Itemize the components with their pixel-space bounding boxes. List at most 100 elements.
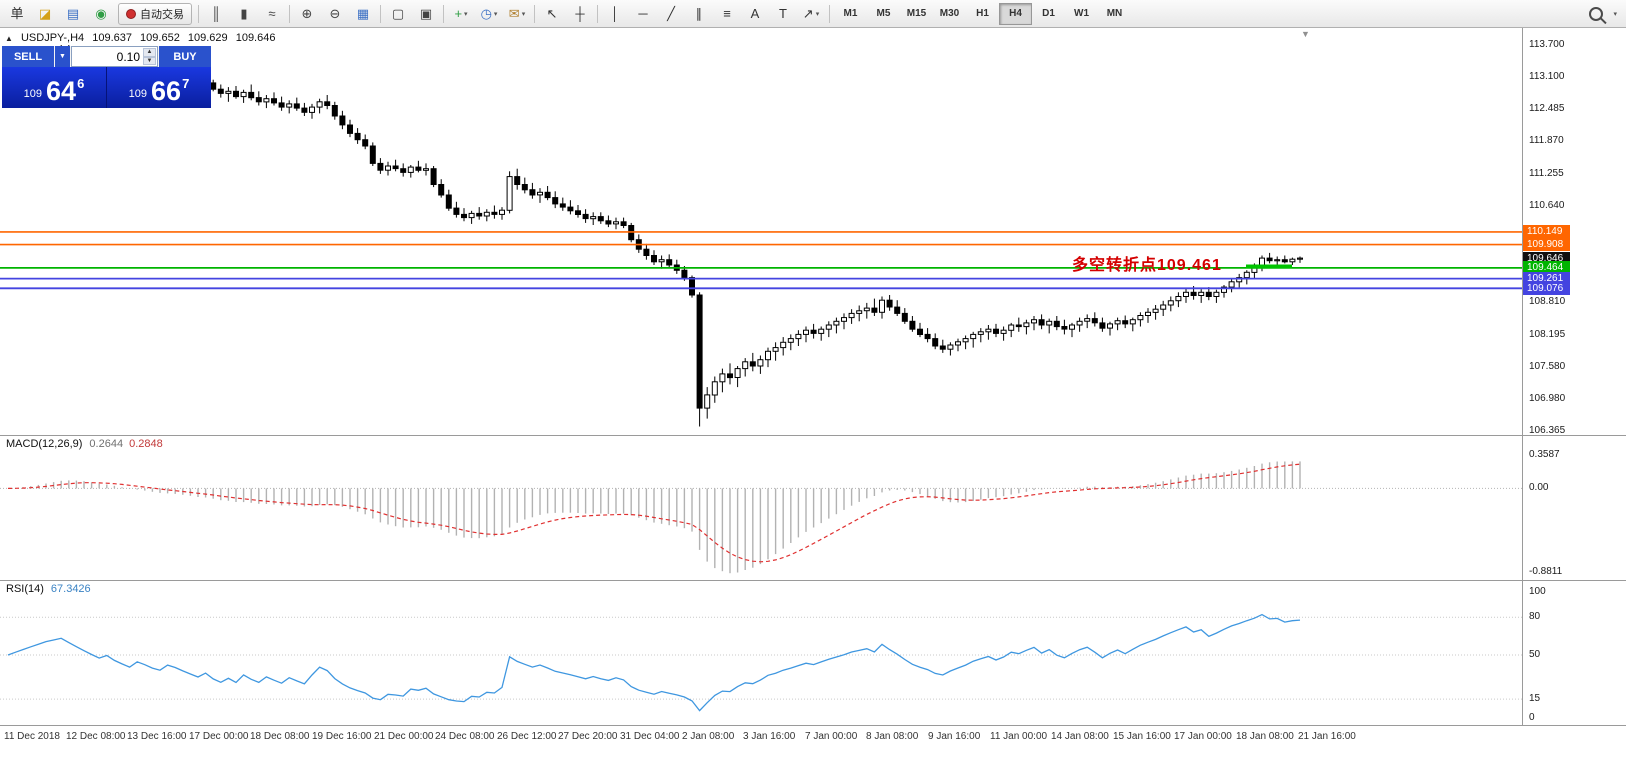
grid-icon[interactable]: ▦	[349, 2, 377, 26]
tile-windows-icon[interactable]: ▢	[384, 2, 412, 26]
cursor-icon[interactable]: ↖	[538, 2, 566, 26]
price-level-badge: 109.076	[1523, 282, 1570, 295]
open-value: 109.637	[92, 32, 132, 44]
label-icon[interactable]: T	[769, 2, 797, 26]
trade-options-dropdown-icon[interactable]: ▼	[55, 46, 70, 67]
sell-price-pip: 6	[77, 76, 85, 91]
price-axis-label: 106.980	[1529, 393, 1566, 404]
buy-button[interactable]: BUY	[159, 46, 211, 67]
timeframe-m30[interactable]: M30	[939, 8, 960, 19]
rsi-label: RSI(14) 67.3426	[6, 583, 91, 595]
horizontal-line-icon[interactable]: ─	[629, 2, 657, 26]
timeframe-h1[interactable]: H1	[976, 8, 989, 19]
rsi-axis-label: 100	[1529, 586, 1546, 597]
macd-panel-canvas[interactable]	[0, 435, 1522, 580]
time-axis-label: 24 Dec 08:00	[435, 731, 495, 742]
timeframe-m15[interactable]: M15	[906, 8, 927, 19]
zoom-in-icon: ⊕	[301, 6, 313, 21]
timeframe-m1[interactable]: M1	[843, 8, 858, 19]
lot-stepper: ▲ ▼	[143, 48, 156, 65]
auto-trading-button[interactable]: 自动交易	[118, 2, 192, 25]
price-axis-label: 113.700	[1529, 39, 1565, 50]
toolbar-group-right: ▾	[1589, 6, 1623, 21]
periods-icon[interactable]: ◷ ▾	[475, 2, 503, 26]
line-chart-icon[interactable]: ≈	[258, 2, 286, 26]
time-axis-label: 8 Jan 08:00	[866, 731, 919, 742]
new-order-icon[interactable]: 单	[3, 2, 31, 26]
buy-price-big: 66	[151, 76, 182, 106]
lot-increase-button[interactable]: ▲	[143, 48, 156, 57]
lot-size-input[interactable]	[72, 48, 157, 65]
trendline-icon: ╱	[667, 6, 675, 21]
search-icon[interactable]	[1589, 6, 1604, 21]
time-axis-label: 2 Jan 08:00	[682, 731, 735, 742]
cascade-windows-icon[interactable]: ▣	[412, 2, 440, 26]
dropdown-arrow-icon[interactable]: ▾	[815, 10, 820, 18]
zoom-in-icon[interactable]: ⊕	[293, 2, 321, 26]
rsi-axis-label: 50	[1529, 649, 1541, 660]
bars-chart-icon[interactable]: ║	[202, 2, 230, 26]
toolbar-groups-main: ║ ▮ ≈ ⊕ ⊖ ▦ ▢ ▣ + ▾ ◷ ▾ ✉ ▾ ↖ ┼ │ ─ ╱ ∥ ≡ A T ↗ ▾	[195, 2, 825, 26]
candles-chart-icon[interactable]: ▮	[230, 2, 258, 26]
symbol-period-label: USDJPY-,H4	[20, 32, 85, 44]
periods-icon: ◷	[480, 6, 492, 21]
time-axis-label: 19 Dec 16:00	[312, 731, 372, 742]
navigator-icon[interactable]: ◉	[87, 2, 115, 26]
toolbar-group-left: 单 ◪ ▤ ◉	[3, 2, 115, 26]
price-level-badge: 109.464	[1523, 261, 1570, 274]
dropdown-arrow-icon[interactable]: ▾	[464, 10, 468, 18]
zoom-out-icon[interactable]: ⊖	[321, 2, 349, 26]
candles-chart-icon: ▮	[240, 6, 248, 21]
shapes-icon[interactable]: ↗ ▾	[797, 2, 825, 26]
time-axis-label: 15 Jan 16:00	[1113, 731, 1171, 742]
turning-point-annotation[interactable]: 多空转折点109.461	[1072, 257, 1222, 274]
buy-quote-button[interactable]: 109 66 7	[107, 67, 211, 108]
close-value: 109.646	[235, 32, 276, 44]
channel-icon[interactable]: ∥	[685, 2, 713, 26]
timeframe-group: M1 M5 M15 M30 H1 H4 D1 W1 MN	[834, 2, 1131, 25]
toolbar-divider	[443, 4, 444, 23]
price-level-badge: 110.149	[1523, 225, 1570, 238]
vertical-line-icon[interactable]: │	[601, 2, 629, 26]
toolbar-overflow-icon[interactable]: ▾	[1613, 10, 1617, 18]
dropdown-arrow-icon[interactable]: ▾	[493, 10, 498, 18]
price-axis-label: 108.195	[1529, 329, 1566, 340]
fibonacci-icon[interactable]: ≡	[713, 2, 741, 26]
panel-separator[interactable]	[0, 725, 1626, 726]
time-axis-label: 3 Jan 16:00	[743, 731, 796, 742]
lot-decrease-button[interactable]: ▼	[143, 56, 156, 65]
crosshair-icon[interactable]: ┼	[566, 2, 594, 26]
timeframe-w1[interactable]: W1	[1074, 8, 1089, 19]
horizontal-line-icon: ─	[638, 6, 648, 21]
channel-icon: ∥	[695, 6, 703, 21]
indicators-icon: +	[454, 6, 463, 21]
indicators-icon[interactable]: + ▾	[447, 2, 475, 26]
sell-button[interactable]: SELL	[2, 46, 54, 67]
low-value: 109.629	[187, 32, 228, 44]
panel-separator[interactable]	[0, 580, 1626, 581]
timeframe-m5[interactable]: M5	[876, 8, 891, 19]
chart-shift-marker[interactable]: ▼	[1301, 29, 1310, 39]
timeframe-mn[interactable]: MN	[1106, 8, 1123, 19]
rsi-panel-canvas[interactable]	[0, 580, 1522, 725]
lot-size-field: ▲ ▼	[71, 46, 158, 67]
tick-up-icon: ▲	[5, 34, 13, 43]
toolbar-divider	[829, 4, 830, 23]
new-order-icon: 单	[10, 6, 24, 21]
time-axis-label: 18 Jan 08:00	[1236, 731, 1294, 742]
timeframe-d1[interactable]: D1	[1042, 8, 1055, 19]
templates-icon[interactable]: ✉ ▾	[503, 2, 531, 26]
sell-quote-button[interactable]: 109 64 6	[2, 67, 107, 108]
chart-window-icon[interactable]: ◪	[31, 2, 59, 26]
trendline-icon[interactable]: ╱	[657, 2, 685, 26]
toolbar: 单 ◪ ▤ ◉ 自动交易 ║ ▮ ≈ ⊕ ⊖ ▦ ▢ ▣ + ▾ ◷ ▾ ✉ ▾ ↖ ┼ │ ─ ╱ ∥ ≡ A T ↗ ▾ M1 M5…	[0, 0, 1626, 28]
price-axis-label: 111.870	[1529, 135, 1564, 146]
panel-separator[interactable]	[0, 435, 1626, 436]
shapes-icon: ↗	[802, 6, 814, 21]
dropdown-arrow-icon[interactable]: ▾	[521, 10, 526, 18]
text-icon[interactable]: A	[741, 2, 769, 26]
market-watch-icon[interactable]: ▤	[59, 2, 87, 26]
rsi-axis-label: 80	[1529, 611, 1541, 622]
main-chart-canvas[interactable]	[0, 28, 1522, 435]
timeframe-h4[interactable]: H4	[999, 2, 1032, 25]
